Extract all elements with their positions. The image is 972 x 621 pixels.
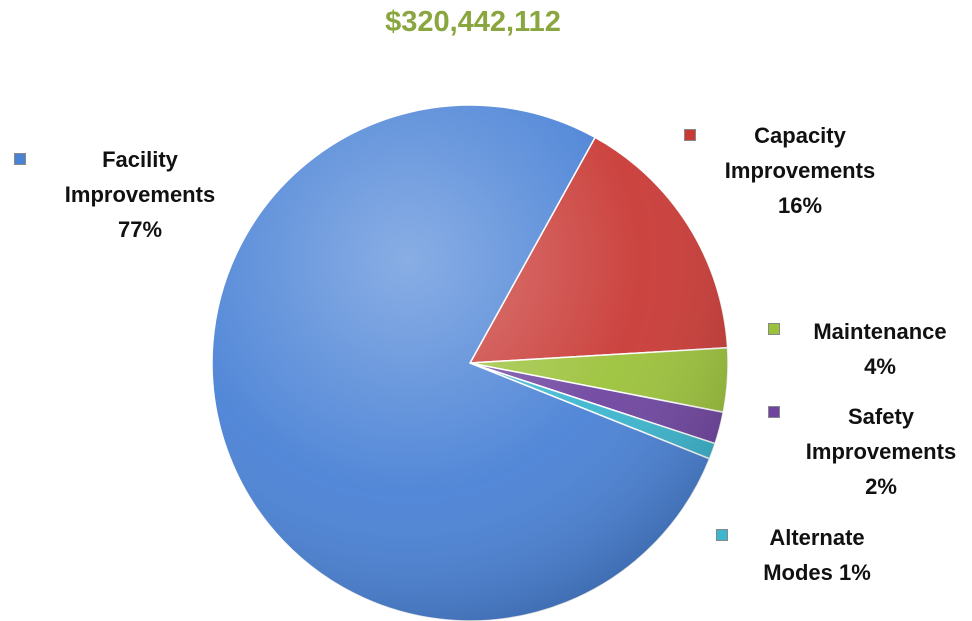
slice-label-capacity-improvements: Capacity Improvements 16% (700, 118, 900, 223)
slice-label-line: 77% (117, 217, 163, 242)
slice-label-line: 4% (864, 354, 896, 379)
slice-label-line: 16% (777, 193, 823, 218)
slice-label-line: Capacity (754, 123, 846, 148)
slice-label-line: Modes 1% (763, 560, 871, 585)
slice-label-line: Improvements (724, 158, 876, 183)
slice-label-safety-improvements: Safety Improvements 2% (790, 399, 972, 504)
slice-label-line: Improvements (805, 439, 957, 464)
slice-label-alternate-modes: Alternate Modes 1% (742, 520, 892, 590)
chart-title: $320,442,112 (385, 6, 561, 38)
slice-label-line: Alternate (769, 525, 865, 550)
legend-swatch-maintenance (768, 323, 780, 335)
slice-label-line: 2% (865, 474, 897, 499)
legend-swatch-alternate-modes (716, 529, 728, 541)
slice-label-facility-improvements: Facility Improvements 77% (40, 142, 240, 247)
slice-label-maintenance: Maintenance 4% (790, 314, 970, 384)
legend-swatch-safety-improvements (768, 406, 780, 418)
legend-swatch-facility-improvements (14, 153, 26, 165)
slice-label-line: Safety (847, 404, 915, 429)
slice-label-line: Facility (102, 147, 178, 172)
legend-swatch-capacity-improvements (684, 129, 696, 141)
slice-label-line: Maintenance (813, 319, 947, 344)
slice-label-line: Improvements (64, 182, 216, 207)
